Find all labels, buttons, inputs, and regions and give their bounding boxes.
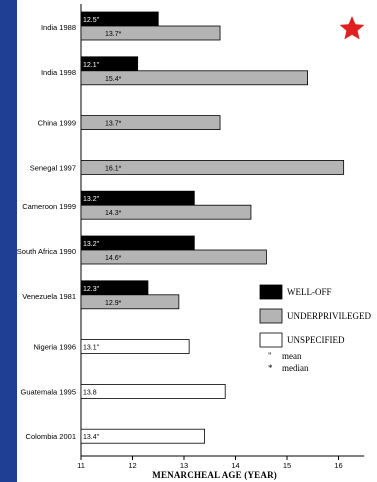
legend-swatch bbox=[259, 284, 283, 300]
data-label: 15.4* bbox=[105, 76, 122, 83]
category-label: Venezuela 1981 bbox=[22, 292, 76, 301]
legend-note-symbol: * bbox=[268, 363, 273, 373]
category-label: Guatemala 1995 bbox=[21, 387, 76, 396]
bar-underprivileged bbox=[80, 159, 345, 175]
bar-underprivileged bbox=[80, 115, 221, 130]
category-label: Senegal 1997 bbox=[30, 163, 76, 172]
bar-unspecified bbox=[80, 383, 226, 399]
bar-underprivileged bbox=[80, 249, 267, 265]
bar-underprivileged bbox=[80, 25, 221, 41]
data-label: 14.3* bbox=[105, 210, 122, 217]
chart: 12.5" 13.7* 12.1" 15.4* 13.7* 16.1* 13.2" 14.3*… bbox=[17, 4, 371, 480]
legend-swatch bbox=[259, 308, 283, 324]
category-label: Cameroon 1999 bbox=[22, 202, 76, 211]
bar-unspecified bbox=[80, 428, 205, 444]
category-label: China 1999 bbox=[38, 119, 76, 128]
bar-underprivileged bbox=[80, 70, 309, 86]
red-star-icon bbox=[339, 16, 365, 40]
data-label: 13.7* bbox=[105, 121, 122, 128]
x-axis-label: MENARCHEAL AGE (YEAR) bbox=[152, 470, 277, 480]
data-label: 14.6* bbox=[105, 255, 122, 262]
category-label: India 1998 bbox=[41, 68, 76, 77]
data-label: 13.2" bbox=[83, 196, 100, 203]
legend-swatch bbox=[259, 332, 283, 348]
category-label: Nigeria 1996 bbox=[33, 343, 76, 352]
data-label: 16.1* bbox=[105, 165, 122, 172]
data-label: 13.2" bbox=[83, 241, 100, 248]
x-tick-label: 13 bbox=[180, 461, 188, 470]
x-tick-label: 16 bbox=[334, 461, 342, 470]
legend-note-symbol: " bbox=[268, 351, 272, 361]
x-tick-label: 11 bbox=[77, 461, 85, 470]
bar-unspecified bbox=[80, 339, 190, 355]
data-label: 13.7* bbox=[105, 31, 122, 38]
category-label: Colombia 2001 bbox=[26, 432, 76, 441]
data-label: 13.1" bbox=[83, 345, 100, 352]
legend-label: UNSPECIFIED bbox=[287, 335, 345, 345]
data-label: 13.4" bbox=[83, 434, 100, 441]
legend-note-label: mean bbox=[282, 351, 302, 361]
category-label: South Africa 1990 bbox=[17, 247, 76, 256]
category-label: India 1988 bbox=[41, 23, 76, 32]
bar-underprivileged bbox=[80, 204, 252, 220]
data-label: 12.5" bbox=[83, 17, 100, 24]
x-tick-label: 12 bbox=[128, 461, 136, 470]
data-label: 13.8 bbox=[83, 389, 97, 396]
legend-label: UNDERPRIVILEGED bbox=[287, 311, 371, 321]
data-label: 12.9* bbox=[105, 300, 122, 307]
data-label: 12.3" bbox=[83, 286, 100, 293]
bar-underprivileged bbox=[80, 294, 180, 310]
legend-label: WELL-OFF bbox=[287, 287, 332, 297]
x-tick-label: 14 bbox=[231, 461, 239, 470]
slide-canvas: 12.5" 13.7* 12.1" 15.4* 13.7* 16.1* 13.2" 14.3*… bbox=[17, 0, 377, 482]
legend-note-label: median bbox=[282, 363, 309, 373]
x-tick-label: 15 bbox=[283, 461, 291, 470]
data-label: 12.1" bbox=[83, 62, 100, 69]
